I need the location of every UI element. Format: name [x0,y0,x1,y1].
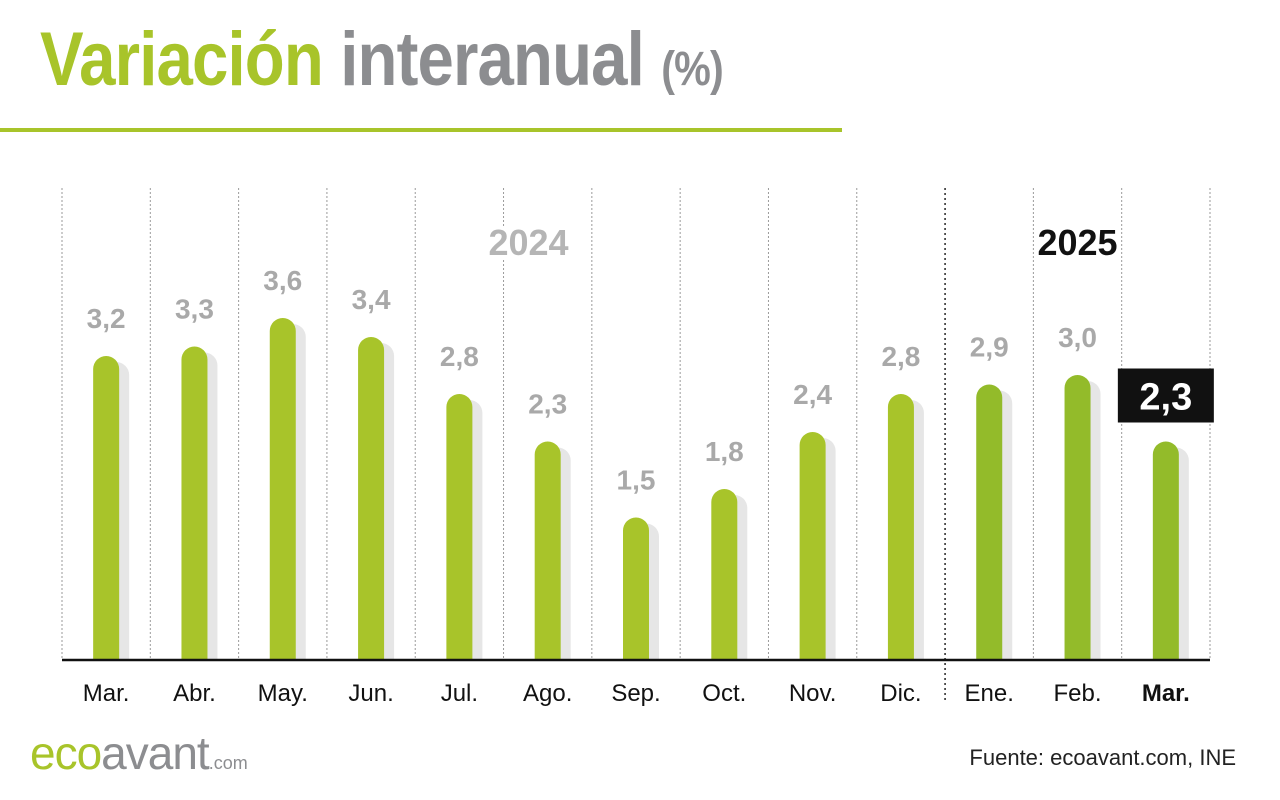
value-label: 3,0 [1058,322,1097,353]
bar [711,489,738,660]
bar [181,346,208,660]
value-label: 3,4 [352,284,391,315]
value-label: 2,9 [970,332,1009,363]
value-label: 2,8 [440,341,479,372]
category-label: Feb. [1054,680,1102,707]
bar [976,384,1003,660]
highlight-value-label: 2,3 [1139,377,1192,419]
bar [1152,441,1179,660]
value-label: 3,3 [175,294,214,325]
value-label: 2,4 [793,379,832,410]
category-label: Dic. [880,680,921,707]
title-unit: (%) [661,43,723,96]
title-interanual: interanual [340,17,645,102]
category-label: Oct. [702,680,746,707]
category-label: Nov. [789,680,837,707]
bar [1064,375,1091,660]
category-label: May. [258,680,308,707]
category-label: Sep. [611,680,660,707]
year-label-2024: 2024 [488,222,568,263]
value-label: 1,8 [705,436,744,467]
bar [269,318,296,660]
category-label: Jul. [441,680,478,707]
category-label: Ene. [965,680,1014,707]
category-label: Mar. [83,680,130,707]
category-label: Ago. [523,680,572,707]
bar [623,517,649,660]
ecoavant-logo: ecoavant.com [30,727,248,779]
category-label: Mar. [1142,680,1190,707]
value-label: 1,5 [617,465,656,496]
bar [93,356,120,660]
year-label-2025: 2025 [1037,222,1117,263]
value-label: 2,8 [881,341,920,372]
category-label: Jun. [348,680,393,707]
title-underline [0,128,842,132]
value-label: 2,3 [528,389,567,420]
bar [799,432,826,660]
chart-title: Variación interanual (%) [40,22,724,98]
bar [446,394,473,660]
bar [358,337,385,660]
title-variacion: Variación [40,17,324,102]
bar [887,394,914,660]
bar [534,441,561,660]
value-label: 3,6 [263,265,302,296]
category-label: Abr. [173,680,216,707]
source-note: Fuente: ecoavant.com, INE [969,745,1236,770]
value-label: 3,2 [87,303,126,334]
highlight-value-box [1117,368,1214,423]
